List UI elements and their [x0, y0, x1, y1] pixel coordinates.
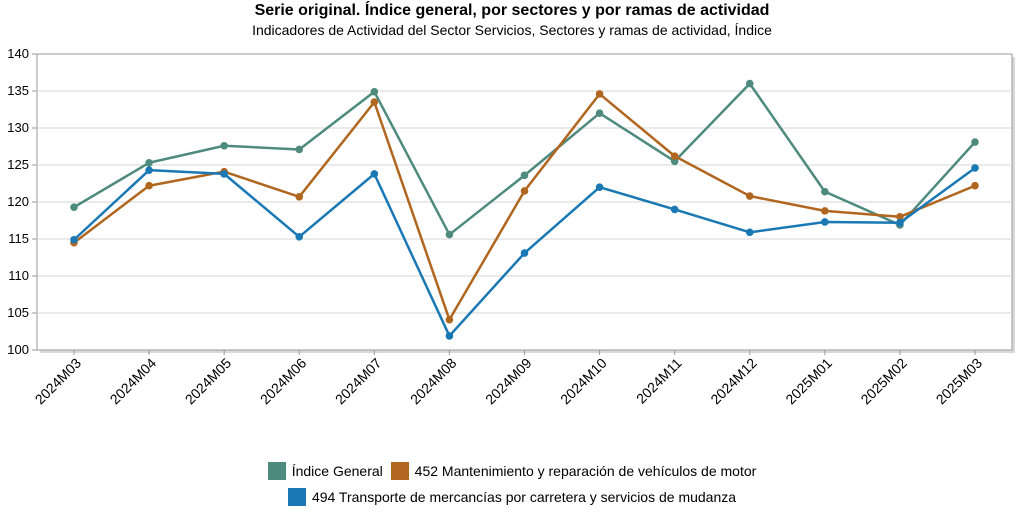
x-tick-label: 2024M03: [32, 355, 85, 408]
data-point-2: [595, 183, 604, 191]
x-tick-label: 2024M06: [257, 355, 310, 408]
x-tick-label: 2024M10: [557, 355, 610, 408]
data-point-0: [70, 203, 78, 211]
data-point-2: [821, 218, 829, 226]
data-point-2: [295, 232, 304, 241]
legend: Índice General 452 Mantenimiento y repar…: [0, 462, 1024, 483]
x-tick-label: 2024M08: [407, 355, 460, 408]
data-point-2: [445, 332, 454, 340]
legend-swatch: [390, 462, 409, 480]
chart-title: Serie original. Índice general, por sect…: [254, 2, 770, 19]
x-tick-label: 2025M01: [782, 355, 835, 408]
chart-subtitle: Indicadores de Actividad del Sector Serv…: [252, 22, 772, 38]
y-tick-label: 120: [7, 194, 29, 209]
data-point-0: [520, 171, 529, 180]
y-tick-label: 115: [8, 231, 29, 246]
y-tick-label: 110: [8, 268, 29, 283]
x-tick-label: 2024M05: [182, 355, 235, 408]
data-point-1: [145, 181, 153, 190]
data-point-1: [670, 152, 679, 160]
data-point-2: [70, 235, 78, 244]
data-point-2: [896, 218, 904, 227]
y-tick-label: 105: [7, 305, 29, 320]
data-point-0: [595, 109, 604, 117]
y-tick-label: 100: [7, 342, 29, 357]
x-tick-label: 2024M07: [332, 355, 385, 408]
legend-label: Índice General: [291, 463, 383, 479]
data-point-1: [595, 90, 604, 98]
legend-swatch: [287, 488, 306, 506]
x-tick-label: 2025M02: [857, 355, 910, 408]
data-point-2: [670, 205, 679, 214]
data-point-0: [821, 187, 829, 196]
y-tick-label: 135: [7, 83, 29, 98]
data-point-0: [370, 87, 379, 96]
data-point-2: [220, 170, 228, 178]
data-point-1: [295, 193, 304, 201]
legend-label: 452 Mantenimiento y reparación de vehícu…: [414, 463, 757, 479]
x-tick-label: 2024M09: [482, 355, 535, 408]
x-tick-label: 2025M03: [933, 355, 986, 408]
legend-row-2: 494 Transporte de mercancías por carrete…: [0, 488, 1024, 509]
legend-item-indice-general[interactable]: Índice General: [267, 462, 383, 480]
data-point-1: [445, 315, 454, 324]
x-tick-label: 2024M12: [707, 355, 760, 408]
y-tick-label: 125: [7, 157, 29, 172]
x-tick-label: 2024M11: [633, 355, 685, 407]
y-tick-label: 130: [7, 120, 29, 135]
data-point-0: [295, 145, 304, 154]
data-point-2: [745, 228, 754, 237]
data-point-2: [971, 164, 979, 172]
data-point-2: [520, 249, 529, 257]
data-point-2: [370, 170, 379, 178]
data-point-1: [745, 192, 754, 200]
data-point-0: [220, 141, 228, 150]
legend-swatch: [267, 462, 286, 480]
y-tick-label: 140: [7, 46, 29, 61]
data-point-2: [145, 166, 153, 174]
data-point-0: [971, 138, 979, 146]
data-point-1: [971, 181, 979, 190]
data-point-1: [896, 213, 904, 221]
data-point-0: [145, 158, 153, 167]
data-point-1: [520, 187, 529, 195]
legend-label: 494 Transporte de mercancías por carrete…: [311, 489, 737, 505]
x-tick-label: 2024M04: [107, 355, 160, 408]
legend-item-452[interactable]: 452 Mantenimiento y reparación de vehícu…: [390, 462, 757, 480]
data-point-1: [370, 98, 379, 106]
data-point-1: [821, 207, 829, 215]
line-chart: 100 105 110 115 120 125 130 135 140 2024M03 2024M0…: [7, 46, 1015, 408]
data-point-0: [445, 230, 454, 239]
legend-item-494[interactable]: 494 Transporte de mercancías por carrete…: [287, 488, 737, 506]
data-point-0: [745, 79, 754, 88]
